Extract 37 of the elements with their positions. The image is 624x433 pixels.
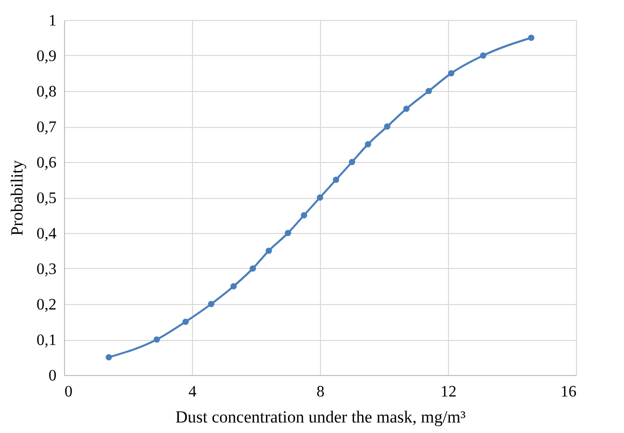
y-tick-label: 0,4 [36, 226, 56, 242]
point [426, 88, 432, 94]
point [106, 354, 112, 360]
point [266, 248, 272, 254]
point [448, 70, 454, 76]
x-tick-label: 4 [188, 384, 196, 400]
x-axis-title: Dust concentration under the mask, mg/m³ [175, 408, 466, 426]
point [332, 176, 340, 183]
x-tick-label: 16 [560, 384, 576, 400]
point [364, 141, 372, 148]
y-tick-label: 0,7 [36, 119, 56, 136]
point [403, 106, 410, 112]
point [284, 230, 292, 236]
point [480, 52, 486, 59]
point [250, 265, 256, 272]
point [316, 194, 324, 201]
point [208, 300, 214, 308]
y-tick-label: 0,9 [36, 48, 56, 65]
point [384, 123, 390, 130]
y-tick-label: 0,5 [36, 190, 56, 207]
y-tick-label: 0,1 [36, 332, 56, 349]
y-tick-label: 0 [48, 368, 56, 384]
y-tick-label: 0,8 [36, 84, 56, 100]
point [230, 283, 237, 290]
y-tick-label: 1 [48, 12, 56, 30]
y-axis-title: Probability [8, 160, 26, 236]
point [182, 318, 189, 325]
y-tick-label: 0,2 [36, 296, 56, 314]
x-tick-label: 0 [64, 384, 72, 400]
point [300, 212, 308, 218]
point [348, 158, 356, 166]
x-tick-label: 12 [440, 384, 456, 400]
y-tick-label: 0,6 [36, 154, 56, 172]
y-tick-label: 0,3 [36, 261, 56, 278]
point [528, 34, 534, 41]
x-tick-label: 8 [316, 384, 324, 400]
point [154, 336, 160, 343]
